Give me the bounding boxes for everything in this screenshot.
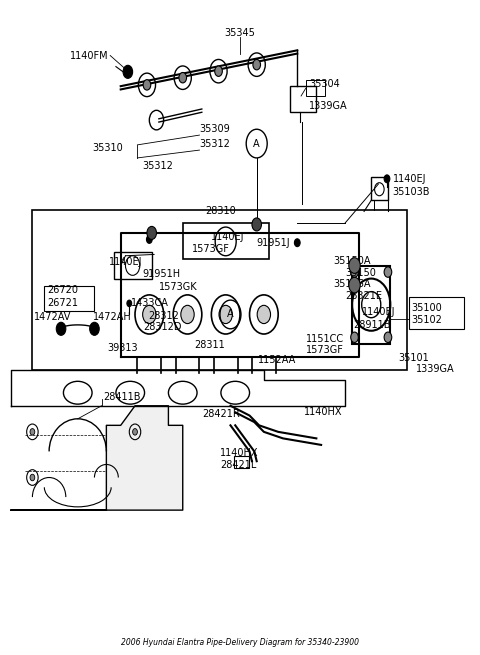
Text: 35150: 35150 <box>345 268 376 278</box>
Text: 28310: 28310 <box>205 206 236 216</box>
Text: 1140EJ: 1140EJ <box>362 307 395 318</box>
Text: 1573GF: 1573GF <box>306 345 344 354</box>
Circle shape <box>181 305 194 324</box>
Bar <box>306 80 325 96</box>
Text: 28421R: 28421R <box>202 409 240 419</box>
Circle shape <box>147 227 156 240</box>
Text: 28421L: 28421L <box>220 460 256 470</box>
Text: 1151CC: 1151CC <box>306 333 344 344</box>
Text: 35309: 35309 <box>199 124 230 134</box>
Text: 1140EJ: 1140EJ <box>109 257 142 267</box>
Text: 26721: 26721 <box>48 298 79 308</box>
Bar <box>371 178 388 200</box>
Bar <box>352 265 390 344</box>
Text: 1152AA: 1152AA <box>258 355 296 365</box>
Bar <box>234 456 249 468</box>
Text: 35312: 35312 <box>199 139 230 149</box>
Text: 1140HX: 1140HX <box>220 448 258 458</box>
Text: 1573GF: 1573GF <box>192 244 230 254</box>
Circle shape <box>90 322 99 335</box>
Circle shape <box>30 474 35 481</box>
Ellipse shape <box>168 381 197 404</box>
Text: 28311: 28311 <box>195 340 226 350</box>
Text: 39313: 39313 <box>108 343 138 353</box>
Text: 1339GA: 1339GA <box>309 101 348 111</box>
Text: 28312: 28312 <box>148 310 179 321</box>
Text: 35103B: 35103B <box>393 187 430 197</box>
Circle shape <box>294 239 300 247</box>
Circle shape <box>132 428 137 435</box>
Text: 35156A: 35156A <box>333 279 371 289</box>
Circle shape <box>219 305 232 324</box>
Text: A: A <box>227 309 234 320</box>
Circle shape <box>253 60 261 70</box>
Polygon shape <box>11 405 183 510</box>
Text: 35100: 35100 <box>411 303 442 313</box>
Bar <box>114 252 152 278</box>
Ellipse shape <box>63 381 92 404</box>
Text: 1140FM: 1140FM <box>70 50 109 60</box>
Text: 35310: 35310 <box>92 143 123 153</box>
Text: 1573GK: 1573GK <box>159 282 197 292</box>
Ellipse shape <box>221 381 250 404</box>
Circle shape <box>30 428 35 435</box>
Circle shape <box>254 221 260 229</box>
Bar <box>409 297 464 329</box>
Circle shape <box>351 267 359 277</box>
Text: 26720: 26720 <box>48 285 79 295</box>
Text: 91951J: 91951J <box>257 238 290 248</box>
Text: 91951H: 91951H <box>142 269 180 279</box>
Circle shape <box>56 322 66 335</box>
Text: 35150A: 35150A <box>333 256 371 266</box>
Text: 35312: 35312 <box>142 160 173 171</box>
Circle shape <box>351 332 359 343</box>
Text: 1140EJ: 1140EJ <box>211 233 245 242</box>
Circle shape <box>349 257 360 273</box>
Text: 35101: 35101 <box>398 352 429 362</box>
Text: 28911B: 28911B <box>354 320 391 330</box>
Text: 1433CA: 1433CA <box>131 299 169 309</box>
Circle shape <box>143 80 151 90</box>
Text: 1472AH: 1472AH <box>93 312 132 322</box>
Text: A: A <box>253 139 260 149</box>
Text: 1339GA: 1339GA <box>416 364 454 374</box>
Text: 2006 Hyundai Elantra Pipe-Delivery Diagram for 35340-23900: 2006 Hyundai Elantra Pipe-Delivery Diagr… <box>121 638 359 647</box>
Circle shape <box>124 67 131 76</box>
Text: 35304: 35304 <box>309 79 340 89</box>
Circle shape <box>257 305 271 324</box>
Circle shape <box>123 66 132 79</box>
Bar <box>33 210 407 370</box>
Circle shape <box>179 73 187 83</box>
Circle shape <box>146 236 152 244</box>
Text: 28321E: 28321E <box>345 291 382 301</box>
Text: 1472AV: 1472AV <box>34 312 71 322</box>
Text: 28411B: 28411B <box>103 392 141 402</box>
Circle shape <box>252 218 262 231</box>
Bar <box>44 286 95 310</box>
Circle shape <box>384 332 392 343</box>
Circle shape <box>384 267 392 277</box>
Ellipse shape <box>116 381 144 404</box>
Text: 35102: 35102 <box>411 314 442 325</box>
Circle shape <box>384 175 390 183</box>
Text: 1140HX: 1140HX <box>304 407 343 417</box>
Bar <box>183 223 269 259</box>
Bar <box>290 86 316 112</box>
Circle shape <box>215 66 222 77</box>
Circle shape <box>127 300 132 307</box>
Text: 28312D: 28312D <box>144 322 182 333</box>
Circle shape <box>143 305 156 324</box>
Circle shape <box>349 277 360 293</box>
Text: 35345: 35345 <box>225 28 255 38</box>
Text: 1140EJ: 1140EJ <box>393 174 426 184</box>
